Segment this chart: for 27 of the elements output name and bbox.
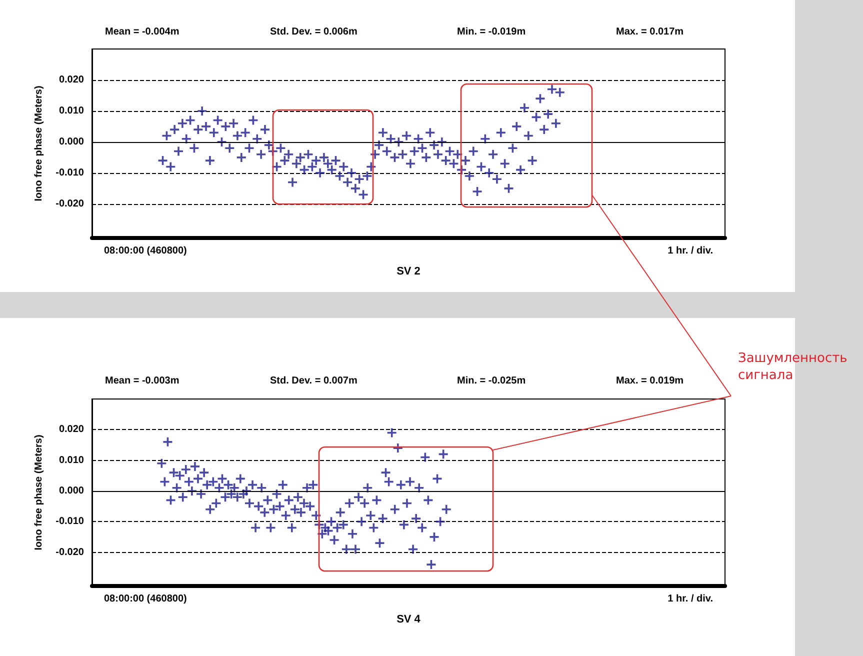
text: Зашумленность сигнала [738,350,848,384]
y-tick-label: 0.020 [58,74,84,86]
text: Mean = -0.003m [105,376,180,386]
y-tick-label: 0.000 [58,485,84,496]
y-tick-label: -0.010 [56,516,84,528]
y-tick-label: 0.010 [58,454,84,466]
y-axis-title: Iono free phase (Meters) [34,86,44,202]
text: 08:00:00 (460800) [104,246,187,256]
text: 08:00:00 (460800) [104,594,187,604]
text: Min. = -0.025m [457,376,526,386]
y-axis-title: Iono free phase (Meters) [34,434,44,550]
text: Std. Dev. = 0.007m [270,376,358,386]
text: Min. = -0.019m [457,26,526,38]
text: 1 hr. / div. [668,246,714,256]
y-tick-label: -0.010 [56,167,84,178]
text: Mean = -0.004m [105,26,180,38]
text: Max. = 0.019m [616,376,684,386]
y-tick-label: 0.010 [58,105,84,116]
x-axis-title: SV 4 [396,614,422,626]
y-tick-label: -0.020 [56,198,84,210]
text: Std. Dev. = 0.006m [270,26,358,38]
text: Max. = 0.017m [616,26,684,38]
y-tick-label: -0.020 [56,546,84,558]
text: 1 hr. / div. [668,594,714,604]
y-tick-label: 0.000 [58,136,84,148]
y-tick-label: 0.020 [58,424,84,436]
x-axis-title: SV 2 [396,266,420,278]
